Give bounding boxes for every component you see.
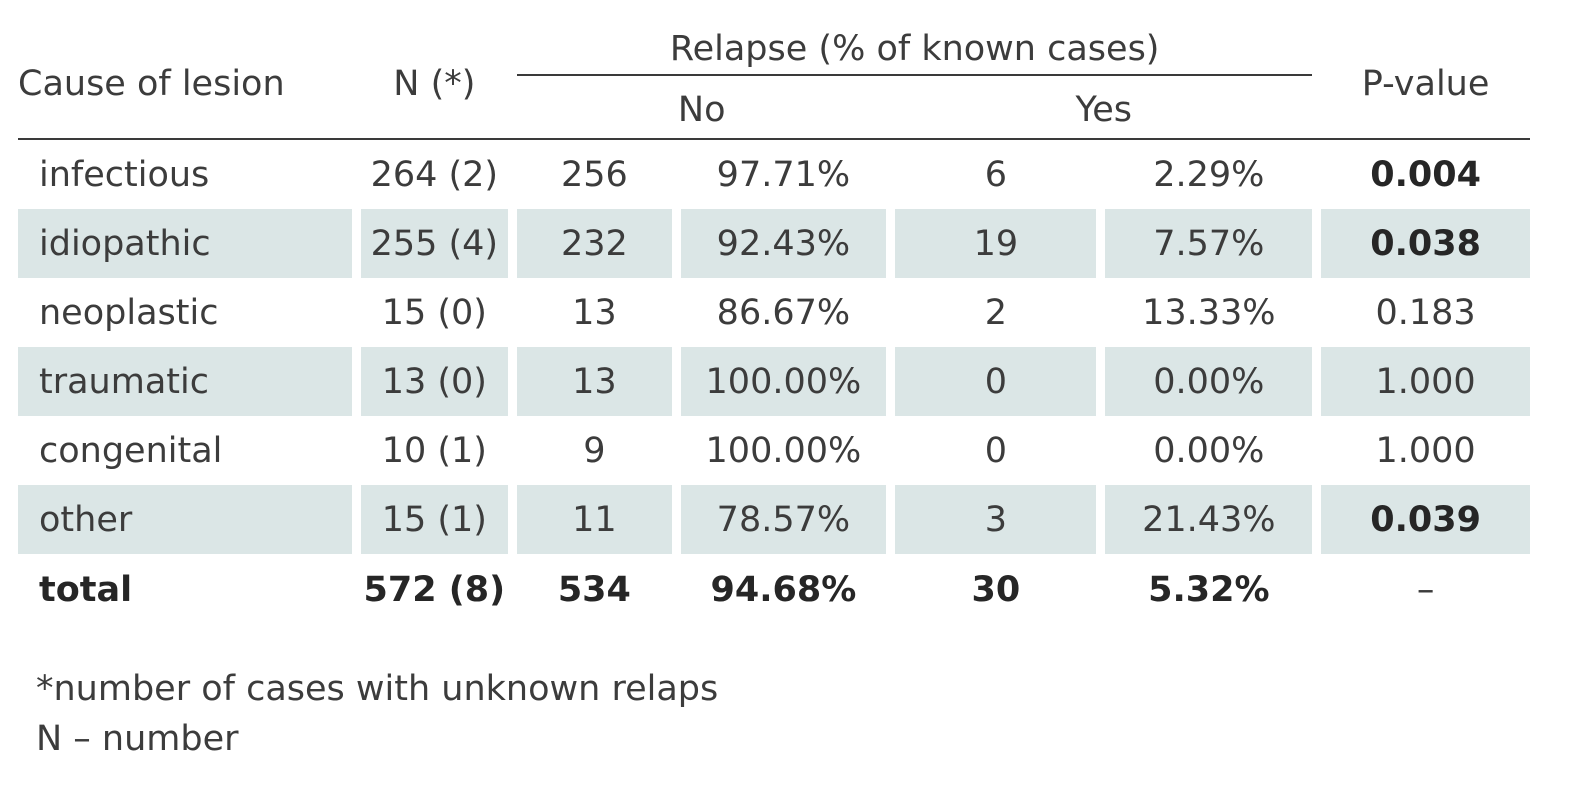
total-row: total 572 (8) 534 94.68% 30 5.32% –: [18, 554, 1530, 626]
cell-no-count: 13: [517, 347, 672, 416]
cell-yes-count: 0: [984, 430, 1007, 471]
cell-cause: infectious: [39, 154, 210, 195]
cell-yes-count: 3: [895, 485, 1097, 554]
table-row: infectious 264 (2) 256 97.71% 6 2.29% 0.…: [18, 140, 1530, 209]
header-rule: [18, 138, 1530, 140]
footnote-asterisk: *number of cases with unknown relaps: [36, 669, 719, 709]
total-yes-count: 30: [971, 570, 1021, 610]
footnotes: *number of cases with unknown relaps N –…: [36, 664, 718, 764]
header-yes: Yes: [1075, 90, 1132, 130]
header-n: N (*): [393, 64, 476, 104]
cell-no-pct: 86.67%: [716, 292, 851, 333]
table-row: congenital 10 (1) 9 100.00% 0 0.00% 1.00…: [18, 416, 1530, 485]
total-label: total: [39, 570, 133, 610]
cell-cause: traumatic: [18, 347, 352, 416]
total-no-count: 534: [557, 570, 631, 610]
cell-yes-count: 0: [895, 347, 1097, 416]
cell-no-count: 13: [572, 292, 617, 333]
cell-n: 13 (0): [360, 347, 509, 416]
table-row: neoplastic 15 (0) 13 86.67% 2 13.33% 0.1…: [18, 278, 1530, 347]
cell-n: 15 (0): [381, 292, 487, 333]
cell-cause: congenital: [39, 430, 223, 471]
cell-no-pct: 100.00%: [705, 430, 862, 471]
header-row-sub: No Yes: [18, 82, 1530, 138]
cell-no-count: 232: [517, 209, 672, 278]
cell-yes-pct: 13.33%: [1142, 292, 1276, 333]
cell-no-count: 11: [517, 485, 672, 554]
header-p-value: P-value: [1361, 64, 1490, 104]
header-cause: Cause of lesion: [18, 64, 285, 104]
cell-n: 15 (1): [360, 485, 509, 554]
cell-yes-pct: 2.29%: [1153, 154, 1265, 195]
cell-n: 10 (1): [381, 430, 487, 471]
header-relapse-label: Relapse (% of known cases): [517, 30, 1313, 76]
cell-yes-count: 6: [984, 154, 1007, 195]
cell-yes-pct: 0.00%: [1105, 347, 1313, 416]
cell-p-value: 0.183: [1375, 292, 1476, 333]
cell-no-pct: 97.71%: [716, 154, 851, 195]
cell-p-value: 0.038: [1321, 209, 1530, 278]
footnote-n-definition: N – number: [36, 719, 239, 759]
cell-no-count: 256: [560, 154, 628, 195]
total-p-value: –: [1416, 570, 1435, 610]
cell-p-value: 0.039: [1321, 485, 1530, 554]
cell-p-value: 1.000: [1321, 347, 1530, 416]
cell-no-pct: 100.00%: [680, 347, 887, 416]
total-yes-pct: 5.32%: [1148, 570, 1270, 610]
table-row: other 15 (1) 11 78.57% 3 21.43% 0.039: [18, 485, 1530, 554]
header-relapse-group: Relapse (% of known cases): [517, 30, 1313, 82]
cell-p-value: 1.000: [1375, 430, 1476, 471]
table-row: traumatic 13 (0) 13 100.00% 0 0.00% 1.00…: [18, 347, 1530, 416]
total-n: 572 (8): [363, 570, 506, 610]
total-no-pct: 94.68%: [710, 570, 857, 610]
header-rule-line: [18, 138, 1530, 140]
cell-yes-pct: 21.43%: [1105, 485, 1313, 554]
table-row: idiopathic 255 (4) 232 92.43% 19 7.57% 0…: [18, 209, 1530, 278]
header-row-top: Cause of lesion N (*) Relapse (% of know…: [18, 30, 1530, 104]
cell-cause: idiopathic: [18, 209, 352, 278]
cell-no-pct: 78.57%: [680, 485, 887, 554]
relapse-table: Cause of lesion N (*) Relapse (% of know…: [9, 30, 1539, 626]
cell-p-value: 0.004: [1370, 154, 1481, 195]
cell-yes-pct: 7.57%: [1105, 209, 1313, 278]
cell-n: 264 (2): [370, 154, 499, 195]
cell-yes-count: 2: [984, 292, 1007, 333]
header-no: No: [677, 90, 726, 130]
cell-cause: other: [18, 485, 352, 554]
cell-yes-pct: 0.00%: [1153, 430, 1265, 471]
cell-yes-count: 19: [895, 209, 1097, 278]
cell-n: 255 (4): [360, 209, 509, 278]
cell-no-count: 9: [583, 430, 606, 471]
cell-no-pct: 92.43%: [680, 209, 887, 278]
cell-cause: neoplastic: [39, 292, 219, 333]
